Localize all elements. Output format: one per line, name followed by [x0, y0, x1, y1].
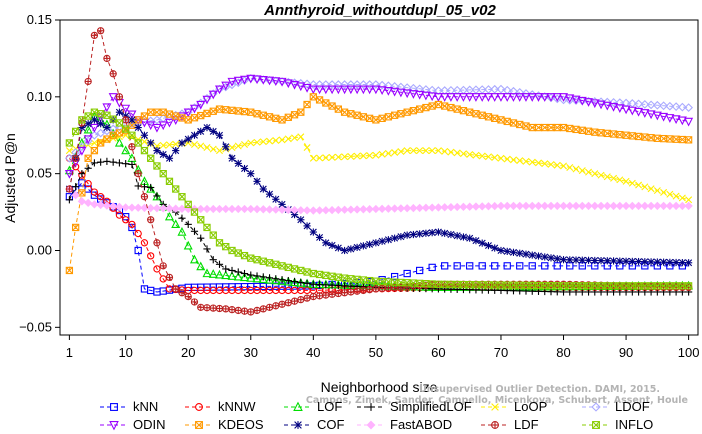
x-tick-label: 100	[678, 345, 700, 360]
legend-label: kNNW	[218, 399, 256, 414]
legend-label: INFLO	[615, 417, 653, 432]
legend-marker	[195, 421, 203, 429]
y-tick-label: −0.05	[19, 319, 52, 334]
watermark-line-2: Campos, Zimek, Sander, Campello, Micenko…	[306, 395, 688, 406]
watermark-line-1: Unsupervised Outlier Detection. DAMI, 20…	[419, 384, 660, 395]
series-line	[68, 160, 689, 293]
legend-item: LDOF	[582, 399, 650, 414]
x-axis-label: Neighborhood size	[321, 379, 438, 395]
series-markers	[65, 93, 693, 275]
series-line	[68, 158, 689, 291]
legend-label: LDF	[514, 417, 539, 432]
y-tick-label: 0.05	[27, 166, 52, 181]
legend-label: kNN	[133, 399, 158, 414]
chart-title: Annthyroid_withoutdupl_05_v02	[263, 2, 496, 19]
plot-area	[64, 27, 694, 316]
legend-item: LOF	[284, 399, 342, 414]
x-tick-label: 10	[118, 345, 132, 360]
series-simplifiedlof	[65, 157, 693, 296]
legend-label: LDOF	[615, 399, 650, 414]
series-markers	[65, 108, 693, 290]
legend-marker	[592, 421, 600, 429]
legend-item: kNN	[100, 399, 158, 414]
series-kdeos	[65, 93, 693, 275]
series-markers	[65, 184, 693, 215]
legend-label: FastABOD	[390, 417, 452, 432]
legend-marker	[294, 421, 302, 429]
legend-item: INFLO	[582, 417, 653, 432]
series-fastabod	[65, 184, 693, 215]
series-inflo	[65, 108, 693, 290]
legend-marker	[491, 421, 499, 429]
legend-item: LDF	[481, 417, 539, 432]
x-tick-label: 70	[494, 345, 508, 360]
legend-marker	[591, 402, 601, 412]
legend-item: COF	[284, 417, 345, 432]
series-line	[68, 77, 689, 174]
series-markers	[65, 157, 693, 296]
legend-label: SimplifiedLOF	[390, 399, 472, 414]
legend-marker	[293, 401, 303, 411]
x-tick-label: 30	[244, 345, 258, 360]
legend-item: SimplifiedLOF	[357, 399, 472, 414]
y-tick-label: 0.00	[27, 242, 52, 257]
x-axis: 1 10 20 30 40 50 60 70 80 90 100	[66, 335, 700, 360]
legend-item: ODIN	[100, 417, 166, 432]
y-axis: −0.05 0.00 0.05 0.10 0.15	[19, 12, 60, 334]
y-tick-label: 0.15	[27, 12, 52, 27]
legend-label: KDEOS	[218, 417, 264, 432]
x-tick-label: 50	[369, 345, 383, 360]
legend: kNN kNNW LOF SimplifiedLOF LoOP LDOF ODIN KDEOS…	[100, 399, 653, 432]
x-tick-label: 1	[66, 345, 73, 360]
series-markers	[64, 74, 694, 179]
legend-item: FastABOD	[357, 417, 452, 432]
legend-marker	[195, 403, 203, 411]
plot-frame	[59, 19, 699, 336]
y-tick-label: 0.10	[27, 89, 52, 104]
legend-label: LOF	[317, 399, 342, 414]
legend-marker	[367, 403, 375, 411]
legend-marker	[491, 403, 499, 411]
legend-label: ODIN	[133, 417, 166, 432]
x-tick-label: 90	[619, 345, 633, 360]
legend-label: COF	[317, 417, 345, 432]
series-odin	[64, 74, 694, 179]
legend-marker	[110, 403, 118, 411]
legend-item: KDEOS	[185, 417, 264, 432]
legend-item: LoOP	[481, 399, 547, 414]
series-line	[68, 29, 689, 313]
series-line	[68, 111, 689, 264]
series-markers	[65, 108, 693, 267]
x-tick-label: 60	[431, 345, 445, 360]
x-tick-label: 20	[181, 345, 195, 360]
x-tick-label: 80	[556, 345, 570, 360]
legend-item: kNNW	[185, 399, 256, 414]
legend-label: LoOP	[514, 399, 547, 414]
series-cof	[65, 108, 693, 267]
legend-marker	[109, 421, 119, 431]
series-line	[69, 134, 689, 201]
legend-marker	[366, 420, 376, 430]
x-tick-label: 40	[306, 345, 320, 360]
y-axis-label: Adjusted P@n	[2, 133, 18, 223]
